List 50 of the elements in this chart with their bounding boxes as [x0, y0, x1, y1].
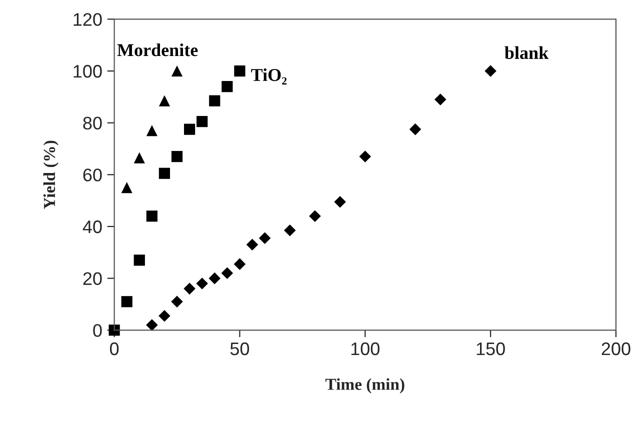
x-tick-label: 200: [602, 342, 630, 356]
point: [209, 95, 220, 106]
point: [146, 125, 158, 136]
point: [409, 123, 422, 136]
point: [222, 80, 233, 92]
x-tick-label: 0: [110, 342, 119, 356]
point: [434, 94, 446, 106]
point: [234, 65, 246, 77]
x-tick-label: 150: [476, 342, 505, 356]
point: [196, 278, 208, 290]
y-axis-title: Yield (%): [43, 140, 58, 209]
series-label: blank: [504, 46, 549, 59]
point: [221, 267, 234, 280]
point: [158, 95, 170, 106]
point: [309, 210, 321, 222]
y-tick-label: 120: [74, 13, 102, 26]
point: [171, 65, 183, 77]
y-tick-label: 80: [83, 116, 102, 130]
point: [334, 196, 346, 208]
point: [184, 282, 196, 295]
y-tick-label: 0: [93, 324, 102, 337]
point: [158, 168, 170, 179]
point: [158, 310, 170, 322]
point: [146, 210, 158, 222]
point: [196, 116, 208, 128]
point: [258, 232, 271, 244]
point: [284, 224, 296, 236]
point: [171, 296, 183, 308]
point: [121, 296, 132, 308]
point: [108, 324, 120, 336]
series-label: Mordenite: [117, 44, 198, 56]
point: [234, 258, 246, 270]
x-tick-label: 50: [230, 342, 250, 356]
point: [146, 319, 158, 331]
series-label: TiO₂: [251, 68, 287, 85]
y-tick-label: 20: [83, 272, 102, 286]
point: [121, 182, 132, 194]
point: [134, 152, 145, 164]
point: [359, 150, 372, 162]
point: [134, 254, 145, 266]
point: [184, 124, 196, 135]
point: [484, 65, 496, 77]
x-axis-title: Time (min): [325, 378, 404, 394]
point: [246, 238, 258, 251]
point: [171, 150, 183, 162]
y-tick-label: 100: [74, 64, 102, 78]
x-tick-label: 100: [351, 342, 380, 356]
y-tick-label: 40: [82, 220, 102, 234]
point: [208, 272, 221, 284]
y-tick-label: 60: [83, 168, 102, 182]
